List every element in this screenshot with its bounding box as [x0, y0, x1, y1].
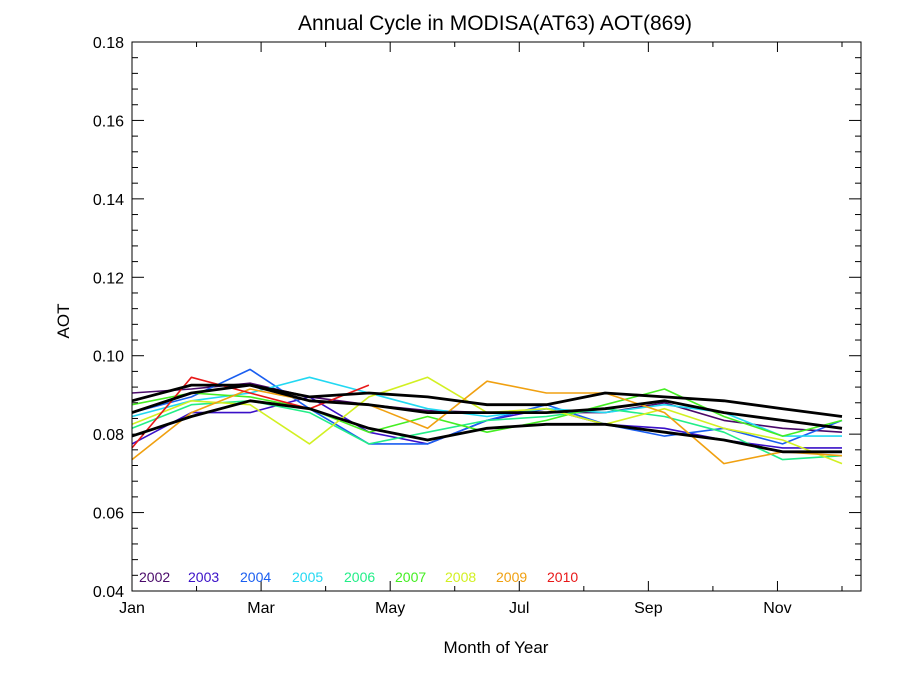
series-layer [131, 368, 843, 465]
legend-entry-2005: 2005 [292, 569, 323, 585]
legend-entry-2004: 2004 [240, 569, 271, 585]
x-tick-label: Nov [763, 600, 791, 617]
chart-title: Annual Cycle in MODISA(AT63) AOT(869) [298, 12, 692, 35]
ticks-layer: Jan Mar May Jul Sep Nov 0.04 0.06 0.08 0.10 0.12 0.… [93, 35, 861, 617]
y-tick-label: 0.12 [93, 270, 124, 287]
series-line-2009 [131, 380, 843, 465]
series-line-summary-10 [131, 399, 842, 454]
y-axis-label: AOT [54, 304, 73, 339]
y-tick-label: 0.14 [93, 192, 124, 209]
x-tick-label: Sep [634, 600, 663, 617]
x-axis-label: Month of Year [444, 638, 549, 657]
plot-frame [131, 41, 862, 592]
series-line-2007 [131, 388, 843, 437]
y-tick-label: 0.06 [93, 506, 124, 523]
legend-entry-2010: 2010 [547, 569, 578, 585]
y-tick-label: 0.16 [93, 113, 124, 130]
x-tick-label: Jan [119, 600, 145, 617]
y-tick-label: 0.04 [93, 584, 124, 601]
legend-entry-2003: 2003 [188, 569, 219, 585]
y-tick-label: 0.18 [93, 35, 124, 52]
legend-entry-2009: 2009 [496, 569, 527, 585]
legend-entry-2008: 2008 [445, 569, 476, 585]
legend: 2002 2003 2004 2005 2006 2007 2008 2009 2010 [139, 569, 578, 585]
series-line-summary-11 [131, 383, 843, 418]
x-tick-label: May [375, 600, 405, 617]
legend-entry-2007: 2007 [395, 569, 426, 585]
y-tick-label: 0.08 [93, 427, 124, 444]
x-tick-label: Mar [247, 600, 275, 617]
x-tick-label: Jul [509, 600, 529, 617]
legend-entry-2006: 2006 [344, 569, 375, 585]
legend-entry-2002: 2002 [139, 569, 170, 585]
y-tick-label: 0.10 [93, 349, 124, 366]
